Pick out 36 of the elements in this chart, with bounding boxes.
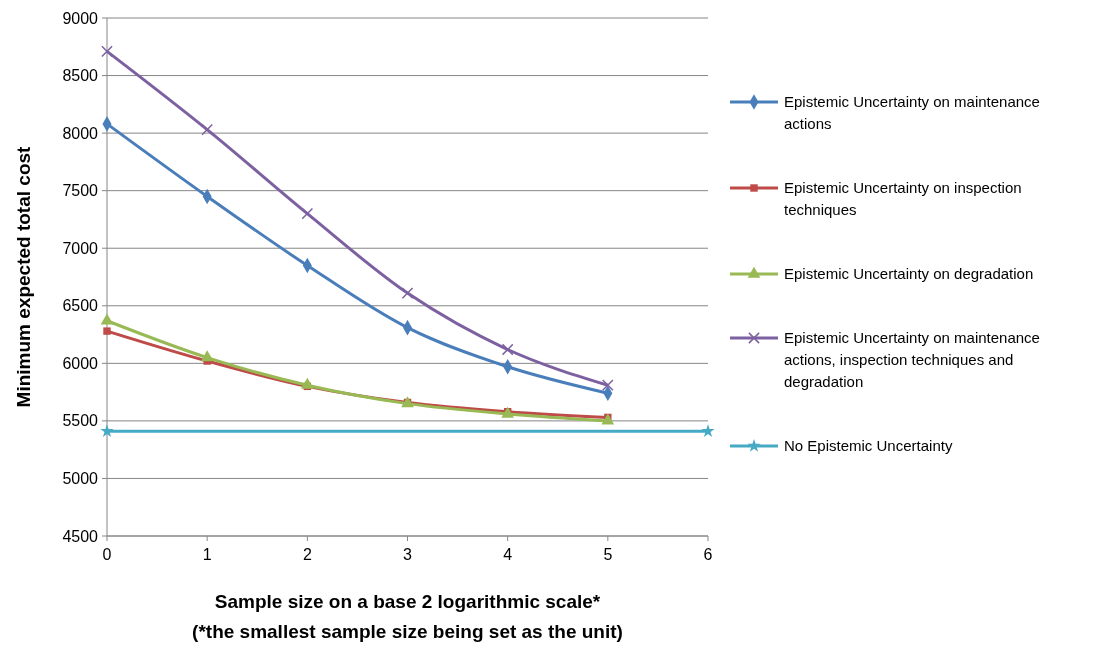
x-tick-label: 4 xyxy=(503,546,513,563)
point xyxy=(701,424,715,437)
point xyxy=(201,123,214,136)
point xyxy=(103,327,111,335)
y-axis-title: Minimum expected total cost xyxy=(13,145,34,408)
y-tick-label: 7000 xyxy=(62,239,99,257)
point xyxy=(601,379,614,392)
y-tick-label: 5000 xyxy=(62,470,99,488)
point xyxy=(101,45,113,58)
point xyxy=(301,207,314,220)
x-tick-label: 1 xyxy=(202,546,212,563)
x-tick-label: 0 xyxy=(102,546,112,563)
x-tick-label: 6 xyxy=(703,546,713,563)
legend-label: Epistemic Uncertainty on inspection techniques xyxy=(784,179,1022,219)
x-axis-title: Sample size on a base 2 logarithmic scale* (*the smallest sample size being set as the unit) xyxy=(192,591,623,642)
legend-label: Epistemic Uncertainty on degradation xyxy=(784,265,1034,283)
point xyxy=(501,343,514,356)
x-tick-label: 2 xyxy=(302,546,312,563)
point xyxy=(100,424,114,437)
y-tick-label: 8500 xyxy=(62,67,99,85)
legend-label: Epistemic Uncertainty on maintenance actions xyxy=(784,93,1040,133)
x-tick-label: 5 xyxy=(603,546,613,563)
y-tick-label: 9000 xyxy=(62,9,99,27)
y-tick-label: 5500 xyxy=(62,412,99,430)
y-tick-label: 6000 xyxy=(62,354,99,372)
legend-label: No Epistemic Uncertainty xyxy=(784,437,953,455)
point xyxy=(401,287,414,299)
y-tick-label: 8000 xyxy=(62,124,99,142)
x-tick-label: 3 xyxy=(403,546,413,563)
point xyxy=(300,377,314,389)
point xyxy=(100,313,114,325)
y-tick-label: 4500 xyxy=(62,527,99,545)
y-tick-label: 7500 xyxy=(62,182,99,200)
legend-label: Epistemic Uncertainty on maintenance actions, inspection techniques and degradation xyxy=(784,329,1040,391)
y-tick-label: 6500 xyxy=(62,297,99,315)
point xyxy=(200,350,214,362)
